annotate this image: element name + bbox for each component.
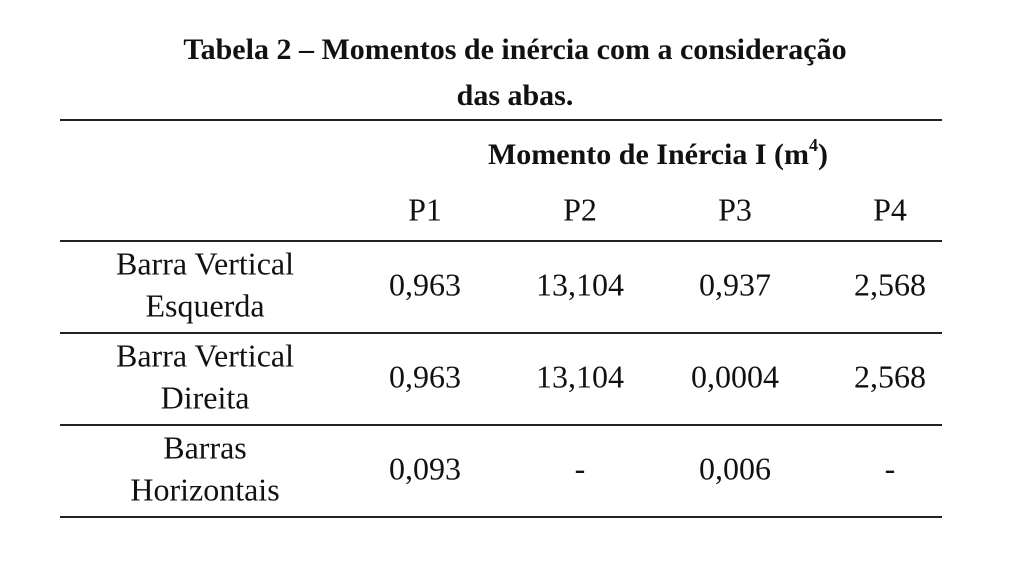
cell: 0,093 [389,450,461,486]
group-header-text: Momento de Inércia I (m [488,138,809,171]
cell: 0,963 [389,358,461,394]
column-header: P1 [408,191,442,227]
cell: 2,568 [854,266,926,302]
group-header: Momento de Inércia I (m4) [488,135,828,171]
cell: 13,104 [536,358,624,394]
row-label: Barra Vertical [116,245,294,281]
title-line: das abas. [457,79,574,112]
column-header: P3 [718,191,752,227]
cell: 13,104 [536,266,624,302]
title-line: Tabela 2 – Momentos de inércia com a con… [183,33,846,66]
cell: - [885,450,896,486]
cell: 0,937 [699,266,771,302]
cell: 0,963 [389,266,461,302]
cell: 2,568 [854,358,926,394]
row-label: Direita [161,379,250,415]
column-header: P2 [563,191,597,227]
row-label: Horizontais [130,471,279,507]
column-header: P4 [873,191,907,227]
row-label: Esquerda [145,287,264,323]
superscript: 4 [809,135,818,155]
row-label: Barra Vertical [116,337,294,373]
group-header-suffix: ) [818,138,828,171]
cell: - [575,450,586,486]
cell: 0,0004 [691,358,779,394]
cell: 0,006 [699,450,771,486]
row-label: Barras [163,429,247,465]
